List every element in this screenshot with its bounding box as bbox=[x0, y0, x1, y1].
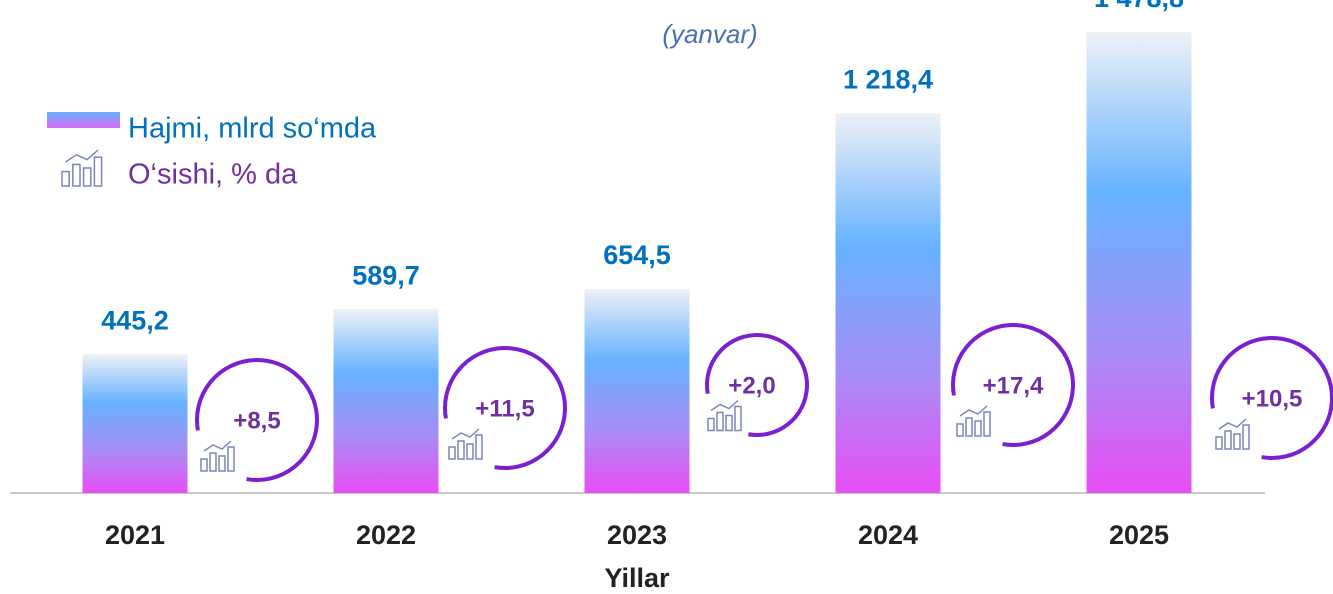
legend-label: Hajmi, mlrd so‘mda bbox=[128, 113, 377, 145]
legend-swatch bbox=[47, 112, 120, 128]
bar bbox=[835, 113, 941, 493]
growth-label: +10,5 bbox=[1242, 385, 1303, 412]
growth-ring bbox=[1210, 336, 1333, 460]
icon-bar bbox=[448, 446, 456, 460]
icon-line bbox=[65, 149, 99, 163]
icon-bar bbox=[974, 420, 982, 437]
icon-bar bbox=[956, 423, 964, 437]
icon-bar bbox=[93, 156, 103, 187]
icon-line bbox=[959, 405, 988, 417]
icon-bar bbox=[227, 446, 235, 472]
icon-bar bbox=[209, 452, 217, 472]
icon-bar bbox=[725, 414, 733, 432]
icon-bar bbox=[1224, 430, 1232, 450]
icon-bar bbox=[1242, 424, 1250, 450]
icon-bar bbox=[716, 411, 724, 432]
bar bbox=[82, 354, 188, 493]
data-label: 445,2 bbox=[101, 305, 169, 335]
x-tick-label: 2022 bbox=[356, 520, 416, 550]
icon-bar bbox=[965, 417, 973, 437]
growth-label: +2,0 bbox=[728, 372, 775, 399]
bar bbox=[584, 288, 690, 493]
growth-icon bbox=[956, 405, 991, 437]
icon-line bbox=[203, 440, 232, 452]
legend-icon bbox=[61, 149, 103, 187]
icon-bar bbox=[1233, 433, 1241, 450]
growth-icon bbox=[448, 428, 483, 460]
icon-line bbox=[1218, 418, 1247, 430]
growth-label: +17,4 bbox=[983, 372, 1044, 399]
growth-ring bbox=[951, 323, 1075, 447]
chart-subtitle: (yanvar) bbox=[662, 19, 757, 49]
icon-bar bbox=[457, 440, 465, 460]
growth-label: +8,5 bbox=[233, 407, 280, 434]
x-tick-label: 2025 bbox=[1109, 520, 1169, 550]
icon-bar bbox=[200, 458, 208, 472]
growth-icon bbox=[1215, 418, 1250, 450]
growth-icon bbox=[200, 440, 235, 472]
data-label: 1 478,8 bbox=[1094, 0, 1184, 13]
data-label: 589,7 bbox=[352, 260, 420, 290]
icon-bar bbox=[707, 417, 715, 432]
data-label: 654,5 bbox=[603, 240, 671, 270]
icon-line bbox=[451, 428, 480, 440]
bar bbox=[333, 309, 439, 493]
icon-bar bbox=[1215, 436, 1223, 450]
icon-bar bbox=[734, 405, 742, 432]
data-label: 1 218,4 bbox=[843, 64, 933, 94]
growth-ring bbox=[705, 333, 809, 437]
icon-bar bbox=[475, 434, 483, 460]
icon-bar bbox=[61, 170, 70, 187]
icon-bar bbox=[72, 163, 81, 187]
growth-label: +11,5 bbox=[475, 395, 534, 422]
icon-line bbox=[710, 399, 739, 412]
icon-bar bbox=[466, 443, 474, 460]
icon-bar bbox=[218, 455, 226, 472]
x-tick-label: 2024 bbox=[858, 520, 918, 550]
x-tick-label: 2021 bbox=[105, 520, 165, 550]
legend-label: O‘sishi, % da bbox=[128, 159, 298, 191]
x-tick-label: 2023 bbox=[607, 520, 667, 550]
icon-bar bbox=[82, 167, 92, 187]
x-axis-label: Yillar bbox=[604, 563, 670, 593]
icon-bar bbox=[983, 411, 991, 437]
growth-icon bbox=[707, 399, 742, 432]
growth-ring bbox=[443, 346, 567, 470]
growth-ring bbox=[195, 358, 319, 482]
bar bbox=[1086, 32, 1192, 493]
